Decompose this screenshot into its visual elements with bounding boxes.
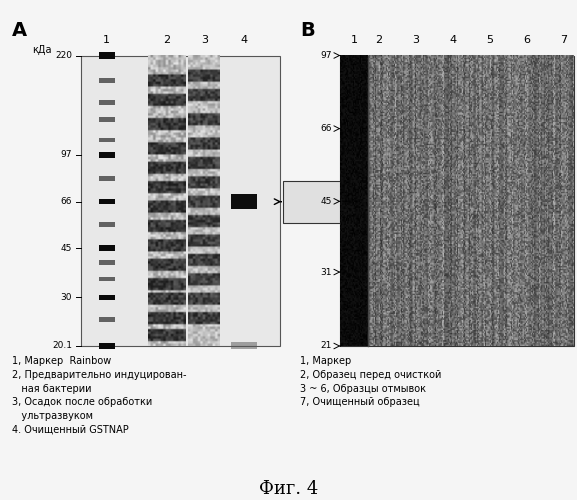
Bar — [99, 52, 115, 60]
Bar — [99, 318, 115, 322]
Text: 3: 3 — [201, 35, 208, 45]
Text: 31: 31 — [320, 268, 332, 276]
Text: 4: 4 — [241, 35, 248, 45]
Text: GST-NEFA: GST-NEFA — [305, 197, 347, 206]
Text: B: B — [300, 20, 315, 40]
Bar — [99, 118, 115, 122]
Text: 97: 97 — [320, 51, 332, 60]
Bar — [99, 100, 115, 105]
Text: 21: 21 — [320, 342, 332, 350]
Text: 97: 97 — [61, 150, 72, 160]
Text: 1, Маркер
2, Образец перед очисткой
3 ~ 6, Образцы отмывок
7, Очищенный образец: 1, Маркер 2, Образец перед очисткой 3 ~ … — [300, 356, 441, 407]
Text: A: A — [12, 20, 27, 40]
Bar — [99, 78, 115, 82]
Bar — [99, 138, 115, 142]
Bar — [340, 56, 574, 346]
Bar — [99, 246, 115, 251]
Text: 220: 220 — [55, 51, 72, 60]
Text: 3: 3 — [413, 35, 419, 45]
Bar — [99, 222, 115, 226]
Text: 66: 66 — [61, 197, 72, 206]
Text: Фиг. 4: Фиг. 4 — [259, 480, 318, 498]
Bar — [99, 152, 115, 158]
Text: 7: 7 — [560, 35, 567, 45]
Text: 66: 66 — [320, 124, 332, 133]
Bar — [99, 260, 115, 266]
Text: 1, Маркер  Rainbow
2, Предварительно индуцирован-
   ная бактерии
3, Осадок посл: 1, Маркер Rainbow 2, Предварительно инду… — [12, 356, 186, 434]
Text: 4: 4 — [449, 35, 456, 45]
Text: 20.1: 20.1 — [52, 342, 72, 350]
Bar — [99, 176, 115, 181]
Text: 2: 2 — [163, 35, 170, 45]
Text: 5: 5 — [486, 35, 493, 45]
Text: 1: 1 — [103, 35, 110, 45]
Bar — [231, 194, 257, 210]
Text: кДа: кДа — [32, 45, 52, 55]
Text: 6: 6 — [523, 35, 530, 45]
Bar — [99, 199, 115, 204]
Text: 45: 45 — [320, 197, 332, 206]
Bar — [231, 342, 257, 349]
Bar — [99, 294, 115, 300]
FancyBboxPatch shape — [283, 180, 369, 222]
Bar — [81, 56, 280, 346]
Text: 45: 45 — [61, 244, 72, 252]
Bar — [99, 276, 115, 281]
Text: 2: 2 — [375, 35, 383, 45]
Text: 1: 1 — [351, 35, 358, 45]
Bar — [99, 343, 115, 349]
Text: 30: 30 — [61, 293, 72, 302]
